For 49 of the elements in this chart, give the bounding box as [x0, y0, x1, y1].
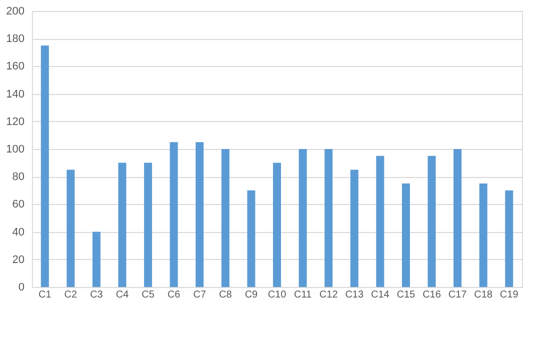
- y-tick-label: 80: [12, 171, 24, 184]
- x-tick-label: C14: [370, 290, 390, 300]
- x-tick-label: C19: [500, 290, 519, 300]
- bar: [402, 184, 410, 287]
- x-tick-label: C6: [167, 290, 181, 300]
- y-tick-label: 0: [18, 282, 24, 294]
- bar: [454, 149, 462, 287]
- bar: [324, 149, 333, 287]
- bar: [428, 156, 436, 287]
- bar: [273, 162, 281, 287]
- y-tick-label: 100: [6, 144, 24, 156]
- y-tick-label: 60: [12, 198, 24, 211]
- x-tick-label: C18: [474, 290, 493, 300]
- x-tick-label: C2: [64, 290, 78, 300]
- y-tick-label: 120: [6, 116, 24, 128]
- bar: [118, 162, 126, 287]
- y-tick-label: 200: [6, 6, 24, 18]
- x-tick-label: C9: [244, 290, 258, 300]
- x-tick-label: C11: [294, 290, 312, 300]
- x-tick-label: C17: [448, 290, 468, 300]
- bar: [40, 46, 49, 287]
- y-tick-label: 160: [6, 60, 24, 73]
- bar: [221, 149, 230, 287]
- y-tick-label: 20: [12, 254, 24, 266]
- bar: [66, 170, 75, 287]
- x-tick-label: C4: [116, 290, 130, 300]
- bar: [92, 232, 100, 287]
- bar: [479, 184, 488, 287]
- x-tick-label: C5: [142, 290, 155, 300]
- y-tick-label: 180: [6, 33, 24, 46]
- bar: [247, 190, 256, 287]
- bar: [298, 149, 307, 287]
- bar: [144, 162, 152, 287]
- x-tick-label: C13: [345, 290, 364, 300]
- x-tick-label: C8: [219, 290, 232, 300]
- bar: [505, 190, 514, 287]
- bar: [350, 170, 358, 287]
- bar: [376, 156, 384, 287]
- y-tick-label: 40: [12, 226, 24, 238]
- bar: [196, 142, 204, 287]
- x-tick-label: C12: [319, 290, 338, 300]
- bar: [170, 142, 178, 287]
- x-tick-label: C3: [90, 290, 104, 300]
- x-tick-label: C1: [38, 290, 52, 300]
- x-tick-label: C15: [396, 290, 416, 300]
- x-tick-label: C10: [268, 290, 287, 300]
- x-tick-label: C7: [193, 290, 206, 300]
- x-tick-label: C16: [422, 290, 442, 300]
- y-tick-label: 140: [6, 88, 24, 100]
